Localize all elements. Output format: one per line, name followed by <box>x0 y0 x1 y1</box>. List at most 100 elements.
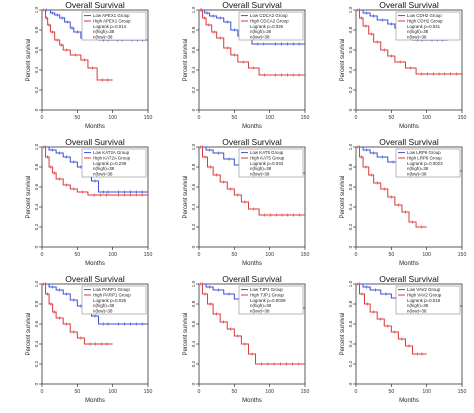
y-tick-label: 0.8 <box>34 300 40 307</box>
legend-entry: High APEX1 Group <box>93 18 131 23</box>
plot-frame <box>355 146 463 248</box>
y-tick-label: 0 <box>191 108 197 111</box>
y-tick-label: 0.8 <box>191 300 197 307</box>
high-group-curve <box>199 9 305 76</box>
legend-entry: Logrank p=0.033 <box>250 161 284 166</box>
legend-entry: Low VAV2 Group <box>407 287 441 292</box>
y-axis-label: Percent survival <box>340 39 346 82</box>
x-axis-label: Months <box>242 261 262 267</box>
legend-entry: n(low)=38 <box>407 35 427 40</box>
y-tick-label: 1.0 <box>34 143 40 150</box>
legend-box <box>395 11 461 41</box>
legend-entry: n(low)=38 <box>250 35 270 40</box>
y-tick-label: 0.6 <box>34 183 40 190</box>
x-axis-label: Months <box>399 124 419 130</box>
survival-panel: Overall Survival 0 0.2 0.4 0.6 0.8 1.0 0 50 100 15… <box>26 0 152 130</box>
y-axis-label: Percent survival <box>183 176 189 219</box>
legend-entry: High CDCA2 Group <box>250 18 289 23</box>
legend-entry: Logrank p=0.026 <box>93 298 127 303</box>
chart-title: Overall Survival <box>65 274 125 284</box>
x-axis-label: Months <box>399 398 419 404</box>
y-tick-label: 0.8 <box>348 163 354 170</box>
y-tick-label: 0.4 <box>348 340 354 347</box>
y-tick-label: 1.0 <box>191 143 197 150</box>
x-tick-label: 50 <box>388 389 394 395</box>
chart-title: Overall Survival <box>65 0 125 10</box>
x-tick-label: 50 <box>74 115 80 121</box>
y-tick-label: 0.4 <box>191 203 197 210</box>
legend-entry: n(low)=38 <box>93 309 113 314</box>
y-tick-label: 0 <box>191 245 197 248</box>
y-tick-label: 0.2 <box>348 223 354 230</box>
legend-entry: n(low)=38 <box>93 172 113 177</box>
y-axis-label: Percent survival <box>26 39 32 82</box>
y-tick-label: 0.4 <box>34 66 40 73</box>
legend-entry: Low LRP6 Group <box>407 150 441 155</box>
x-tick-label: 0 <box>41 389 44 395</box>
legend-entry: High KAT5 Group <box>250 155 285 160</box>
y-tick-label: 1.0 <box>348 6 354 13</box>
survival-panel: Overall Survival 0 0.2 0.4 0.6 0.8 1.0 0 50 100 15… <box>340 137 466 267</box>
y-tick-label: 0.2 <box>34 86 40 93</box>
x-tick-label: 50 <box>231 115 237 121</box>
legend-entry: n(low)=38 <box>407 172 427 177</box>
y-tick-label: 1.0 <box>34 280 40 287</box>
x-axis-label: Months <box>242 124 262 130</box>
low-group-curve <box>42 283 148 325</box>
chart-title: Overall Survival <box>222 0 282 10</box>
y-tick-label: 0.4 <box>191 66 197 73</box>
y-tick-label: 0 <box>34 382 40 385</box>
x-tick-label: 100 <box>422 389 431 395</box>
y-tick-label: 0.6 <box>34 46 40 53</box>
legend-entry: Logrank p=0.041 <box>407 24 441 29</box>
legend-entry: Logrank p=0.014 <box>93 24 127 29</box>
x-tick-label: 150 <box>301 115 310 121</box>
legend-entry: n(high)=38 <box>407 303 429 308</box>
legend-box <box>238 148 304 178</box>
plot-frame <box>198 9 306 111</box>
survival-panel: Overall Survival 0 0.2 0.4 0.6 0.8 1.0 0 50 100 15… <box>183 274 309 404</box>
legend-entry: n(high)=38 <box>407 29 429 34</box>
y-tick-label: 0 <box>34 245 40 248</box>
x-tick-label: 50 <box>231 252 237 258</box>
legend-box <box>238 11 304 41</box>
y-tick-label: 0.6 <box>348 46 354 53</box>
legend-box <box>395 148 461 178</box>
survival-panel: Overall Survival 0 0.2 0.4 0.6 0.8 1.0 0 50 100 15… <box>26 137 152 267</box>
legend-box <box>81 11 147 41</box>
x-tick-label: 150 <box>144 252 153 258</box>
y-tick-label: 0.8 <box>191 26 197 33</box>
y-tick-label: 1.0 <box>34 6 40 13</box>
y-tick-label: 1.0 <box>191 280 197 287</box>
x-tick-label: 0 <box>355 115 358 121</box>
y-tick-label: 0.2 <box>34 360 40 367</box>
x-axis-label: Months <box>85 124 105 130</box>
x-tick-label: 150 <box>144 389 153 395</box>
legend-entry: n(low)=38 <box>250 309 270 314</box>
y-tick-label: 0.6 <box>191 183 197 190</box>
plot-frame <box>41 146 149 248</box>
y-axis-label: Percent survival <box>26 176 32 219</box>
y-tick-label: 1.0 <box>191 6 197 13</box>
x-tick-label: 0 <box>198 115 201 121</box>
legend-entry: High PARP1 Group <box>93 292 131 297</box>
legend-entry: High CDH2 Group <box>407 18 443 23</box>
legend-entry: n(high)=38 <box>93 303 115 308</box>
legend-entry: High LRP6 Group <box>407 155 442 160</box>
x-axis-label: Months <box>399 261 419 267</box>
y-tick-label: 0.6 <box>191 320 197 327</box>
y-tick-label: 0.4 <box>34 340 40 347</box>
legend-entry: n(low)=38 <box>250 172 270 177</box>
plot-frame <box>198 283 306 385</box>
y-tick-label: 0.4 <box>348 66 354 73</box>
legend-entry: High TJP1 Group <box>250 292 284 297</box>
x-tick-label: 0 <box>355 389 358 395</box>
legend-entry: Logrank p=0.239 <box>93 161 127 166</box>
legend-entry: Low APEX1 Group <box>93 13 130 18</box>
chart-title: Overall Survival <box>379 137 439 147</box>
chart-title: Overall Survival <box>222 137 282 147</box>
x-axis-label: Months <box>242 398 262 404</box>
x-tick-label: 50 <box>74 252 80 258</box>
y-tick-label: 0.2 <box>191 86 197 93</box>
x-tick-label: 100 <box>422 252 431 258</box>
